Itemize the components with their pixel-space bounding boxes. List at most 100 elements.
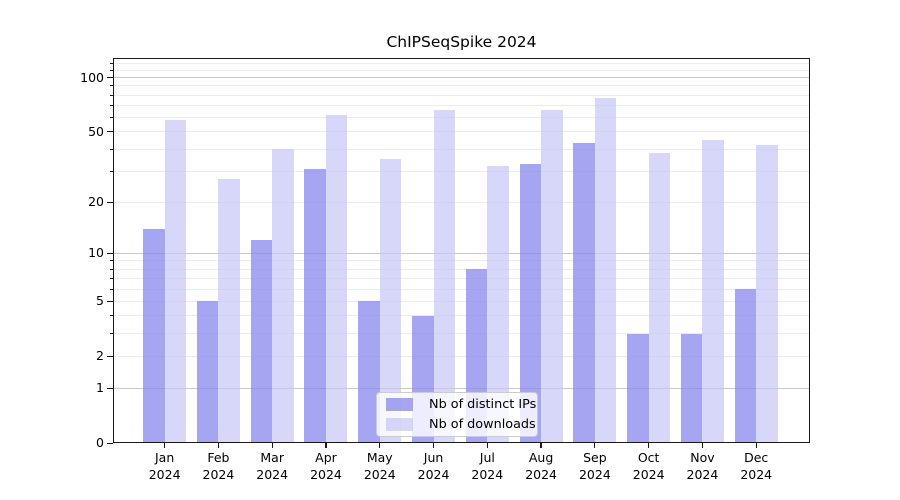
bar-downloads-sep	[594, 98, 617, 444]
y-tick	[107, 387, 113, 390]
gridline-minor	[113, 268, 810, 270]
gridline-minor	[113, 170, 810, 172]
x-tick	[325, 443, 327, 448]
x-tick-label: Jun 2024	[417, 450, 450, 482]
gridline-minor	[113, 62, 810, 64]
bar-downloads-aug	[541, 110, 563, 444]
legend-item-distinct-ips: Nb of distinct IPs	[386, 397, 536, 412]
x-tick	[379, 443, 381, 448]
gridline-minor	[113, 117, 810, 119]
x-tick	[701, 443, 704, 448]
y-minor-tick	[109, 117, 113, 119]
y-tick	[107, 252, 113, 254]
x-tick	[540, 443, 542, 448]
bar-distinct-ips-apr	[304, 168, 326, 444]
legend-label-downloads: Nb of downloads	[429, 417, 536, 432]
bar-downloads-jul	[487, 166, 509, 444]
x-tick-label: Jul 2024	[471, 450, 504, 482]
bar-downloads-jun	[433, 110, 456, 444]
bar-downloads-feb	[218, 179, 240, 444]
y-tick-label: 0	[96, 435, 104, 451]
bar-downloads-dec	[756, 145, 778, 444]
y-minor-tick	[109, 148, 113, 150]
legend-swatch-downloads	[386, 418, 413, 431]
x-tick-label: Nov 2024	[686, 450, 719, 482]
legend-swatch-distinct-ips	[386, 398, 413, 411]
y-minor-tick	[109, 94, 113, 96]
gridline-major	[113, 387, 810, 389]
x-tick	[217, 443, 219, 448]
y-minor-tick	[109, 69, 113, 71]
bar-distinct-ips-nov	[680, 333, 703, 444]
x-tick-label: Sep 2024	[578, 450, 611, 482]
bar-downloads-mar	[272, 149, 294, 444]
y-minor-tick	[109, 85, 113, 87]
gridline-minor	[113, 94, 810, 96]
x-tick-label: Dec 2024	[740, 450, 773, 482]
gridline-major	[113, 252, 810, 254]
y-tick-label: 10	[88, 245, 104, 261]
y-tick-label: 1	[96, 380, 104, 396]
gridline-major	[113, 77, 810, 79]
x-tick-label: Jan 2024	[148, 450, 181, 482]
bar-distinct-ips-feb	[196, 301, 219, 444]
y-tick	[107, 300, 113, 302]
gridline-minor	[113, 201, 810, 203]
bar-downloads-may	[379, 159, 402, 444]
gridline-minor	[113, 85, 810, 87]
legend: Nb of distinct IPs Nb of downloads	[376, 392, 538, 437]
x-tick	[271, 443, 273, 448]
legend-label-distinct-ips: Nb of distinct IPs	[429, 397, 537, 412]
chart-title: ChIPSeqSpike 2024	[386, 33, 537, 51]
x-tick	[755, 443, 757, 448]
bar-distinct-ips-dec	[734, 289, 757, 444]
bar-distinct-ips-mar	[250, 240, 273, 444]
y-minor-tick	[109, 170, 113, 172]
x-tick	[432, 443, 435, 448]
bar-downloads-oct	[648, 153, 671, 444]
gridline-minor	[113, 300, 810, 302]
y-tick	[107, 131, 113, 133]
gridline-minor	[113, 105, 810, 107]
x-tick	[594, 443, 596, 448]
y-minor-tick	[109, 288, 113, 290]
x-tick-label: Apr 2024	[310, 450, 342, 482]
y-minor-tick	[109, 278, 113, 280]
legend-item-downloads: Nb of downloads	[386, 417, 536, 432]
gridline-minor	[113, 69, 810, 71]
gridline-minor	[113, 278, 810, 280]
y-tick	[107, 442, 113, 444]
bar-downloads-nov	[702, 139, 724, 444]
y-tick-label: 100	[80, 69, 104, 85]
y-tick-label: 2	[96, 348, 104, 364]
y-tick	[107, 355, 113, 357]
gridline-minor	[113, 148, 810, 150]
bar-distinct-ips-jan	[143, 228, 165, 444]
y-minor-tick	[109, 333, 113, 335]
gridline-minor	[113, 260, 810, 262]
y-minor-tick	[109, 260, 113, 262]
x-tick	[648, 443, 650, 448]
gridline-minor	[113, 315, 810, 317]
bar-downloads-apr	[325, 115, 348, 444]
y-minor-tick	[109, 105, 113, 107]
y-minor-tick	[109, 62, 113, 64]
x-tick-label: Aug 2024	[525, 450, 557, 482]
bar-distinct-ips-may	[358, 301, 380, 444]
gridline-minor	[113, 355, 810, 357]
x-tick-label: May 2024	[363, 450, 396, 482]
x-tick-label: Oct 2024	[632, 450, 665, 482]
gridline-minor	[113, 131, 810, 133]
y-tick-label: 20	[88, 194, 104, 210]
gridline-minor	[113, 288, 810, 290]
bar-distinct-ips-sep	[573, 143, 595, 444]
y-tick-label: 5	[96, 293, 104, 309]
x-tick	[164, 443, 166, 448]
bar-downloads-jan	[164, 120, 187, 444]
x-tick-label: Mar 2024	[256, 450, 289, 482]
bar-distinct-ips-aug	[519, 163, 542, 444]
y-minor-tick	[109, 268, 113, 270]
y-tick	[107, 77, 113, 79]
y-tick	[107, 201, 113, 203]
